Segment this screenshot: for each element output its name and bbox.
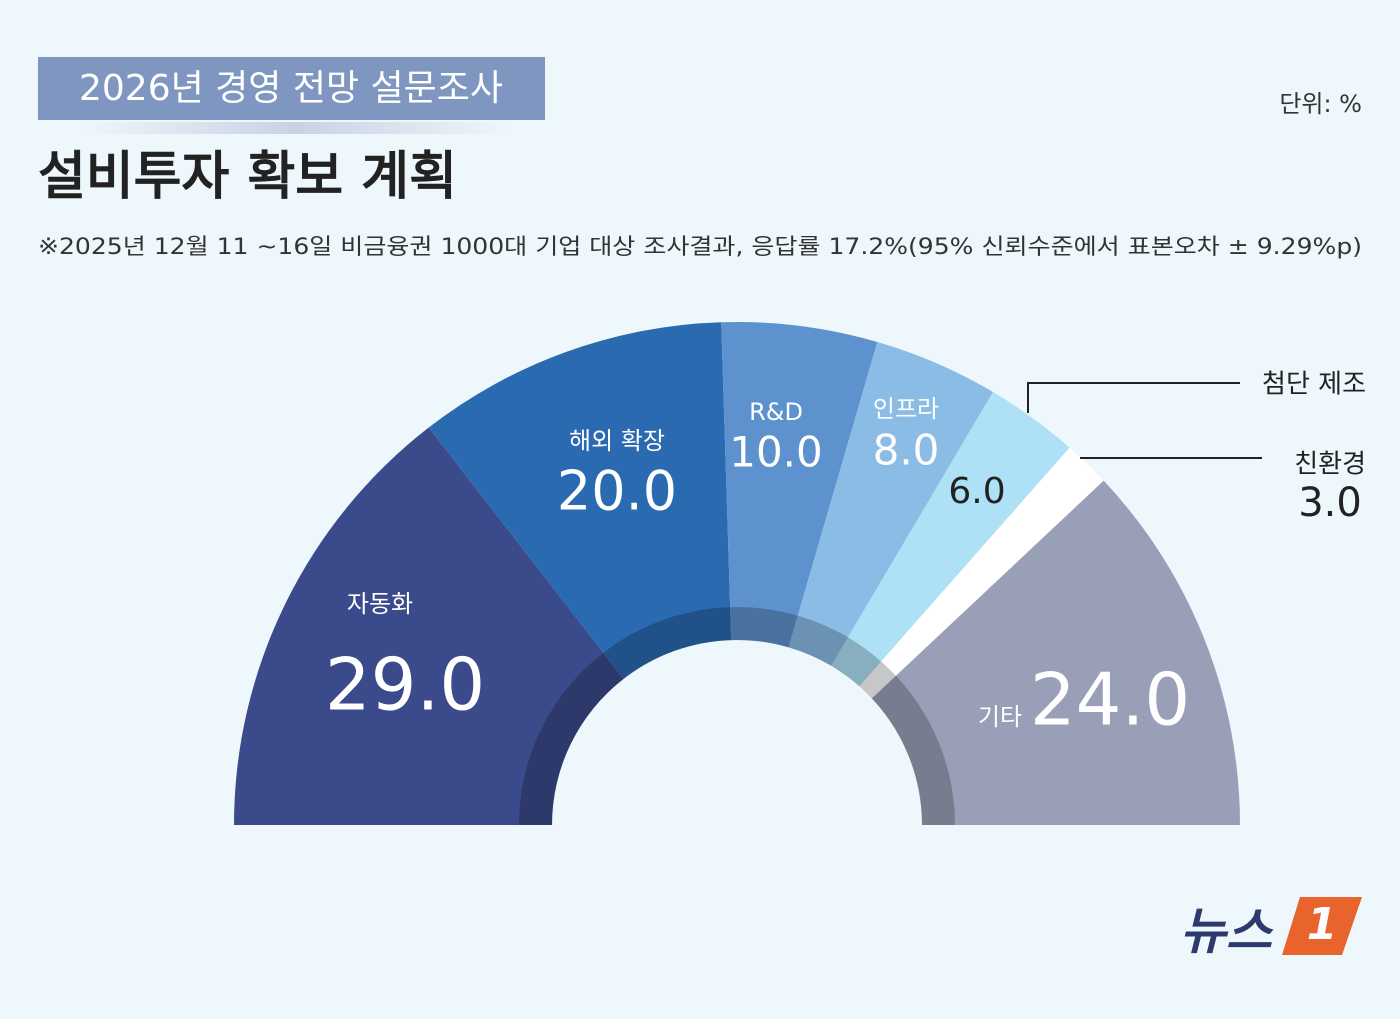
value-label: 20.0 <box>557 460 677 523</box>
unit: 단위: % <box>1279 90 1362 118</box>
segment <box>831 392 1070 687</box>
tag-shadow <box>80 122 510 134</box>
tag: 2026년 경영 전망 설문조사 <box>79 68 503 109</box>
category-label: 기타 <box>978 703 1022 731</box>
value-label: 6.0 <box>948 471 1005 512</box>
category-label: 인프라 <box>873 395 939 423</box>
category-label: 첨단 제조 <box>1262 370 1366 400</box>
segment <box>788 341 994 666</box>
value-label: 8.0 <box>873 426 940 475</box>
category-label: 자동화 <box>347 590 413 618</box>
value-label: 10.0 <box>729 428 823 477</box>
value-label: 3.0 <box>1298 480 1362 526</box>
category-label: 친환경 <box>1294 450 1366 480</box>
value-label: 29.0 <box>325 643 485 727</box>
segment <box>721 322 878 648</box>
tag-box <box>38 57 545 120</box>
note: ※2025년 12월 11 ~16일 비금융권 1000대 기업 대상 조사결과… <box>38 235 1362 260</box>
leader-line <box>1027 382 1240 413</box>
segment <box>859 447 1104 699</box>
category-label: 해외 확장 <box>569 427 665 455</box>
segment <box>234 427 624 825</box>
value-label: 24.0 <box>1030 658 1190 742</box>
segment <box>428 322 732 679</box>
logo-badge-text: 1 <box>1307 899 1338 950</box>
logo-text: 뉴스 <box>1180 903 1274 961</box>
chart-title: 설비투자 확보 계획 <box>38 147 457 207</box>
logo-badge <box>1282 897 1362 955</box>
category-label: R&D <box>749 398 803 426</box>
segment <box>871 480 1240 825</box>
inner-ring-shade <box>519 607 955 825</box>
